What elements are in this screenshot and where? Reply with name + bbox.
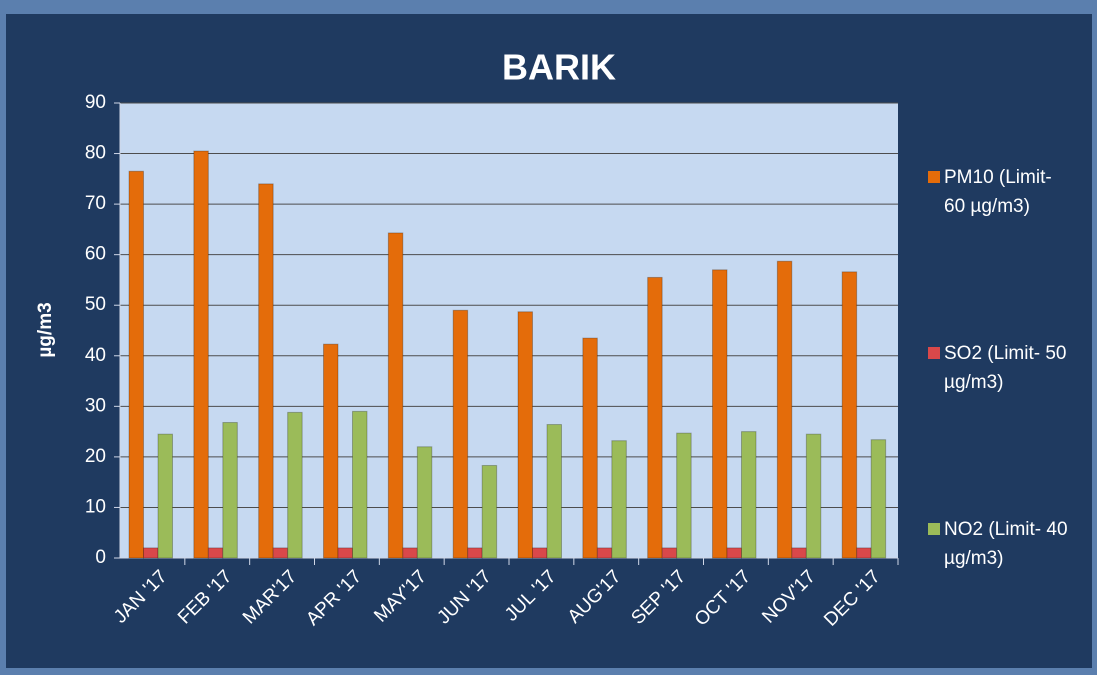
- bar: [337, 547, 353, 559]
- y-tick-label: 20: [85, 446, 106, 467]
- bar: [258, 183, 274, 559]
- bar: [287, 411, 303, 559]
- bar: [661, 547, 678, 559]
- legend-label: NO2 (Limit- 40 µg/m3): [944, 519, 1068, 569]
- y-tick-label: 70: [85, 193, 106, 214]
- bar: [856, 547, 872, 559]
- chart-title: BARIK: [502, 47, 616, 88]
- bar: [222, 422, 238, 559]
- bar: [128, 170, 144, 559]
- bar: [481, 464, 498, 559]
- bar: [416, 446, 433, 559]
- legend-label: PM10 (Limit- 60 µg/m3): [944, 167, 1052, 217]
- bar: [676, 432, 692, 559]
- y-tick-label: 60: [85, 244, 106, 265]
- y-tick-label: 50: [85, 294, 106, 315]
- bar: [323, 343, 339, 559]
- bar: [157, 433, 173, 559]
- bar: [272, 547, 289, 559]
- bar: [402, 547, 418, 559]
- bar: [611, 440, 627, 559]
- legend-swatch: [928, 523, 940, 535]
- bar: [596, 547, 613, 559]
- bar: [532, 547, 548, 559]
- bar: [726, 547, 742, 559]
- bar: [582, 337, 598, 559]
- bar: [647, 276, 663, 559]
- bar: [352, 410, 368, 559]
- legend-swatch: [928, 171, 940, 183]
- bar: [193, 150, 209, 559]
- y-tick-label: 40: [85, 345, 106, 366]
- bar: [791, 547, 807, 559]
- bar: [143, 547, 159, 559]
- bar: [452, 309, 469, 559]
- bar: [870, 439, 887, 559]
- legend-swatch: [928, 347, 940, 359]
- plot-area: [120, 103, 898, 558]
- bar: [805, 433, 822, 559]
- y-tick-label: 30: [85, 395, 106, 416]
- y-axis-label: µg/m3: [35, 302, 56, 357]
- bar: [517, 311, 533, 559]
- bar: [207, 547, 224, 559]
- bar: [741, 431, 757, 559]
- bar: [387, 232, 404, 559]
- bar: [712, 269, 728, 559]
- y-tick-label: 0: [95, 547, 106, 568]
- bar: [776, 260, 793, 559]
- y-tick-label: 80: [85, 143, 106, 164]
- legend-item: SO2 (Limit- 50 µg/m3): [928, 339, 1068, 397]
- legend-label: SO2 (Limit- 50 µg/m3): [944, 343, 1067, 393]
- bar: [841, 271, 858, 559]
- y-tick-label: 90: [85, 92, 106, 113]
- bar: [467, 547, 483, 559]
- legend-item: NO2 (Limit- 40 µg/m3): [928, 515, 1068, 573]
- y-tick-label: 10: [85, 496, 106, 517]
- legend-item: PM10 (Limit- 60 µg/m3): [928, 163, 1068, 221]
- bar: [546, 424, 562, 559]
